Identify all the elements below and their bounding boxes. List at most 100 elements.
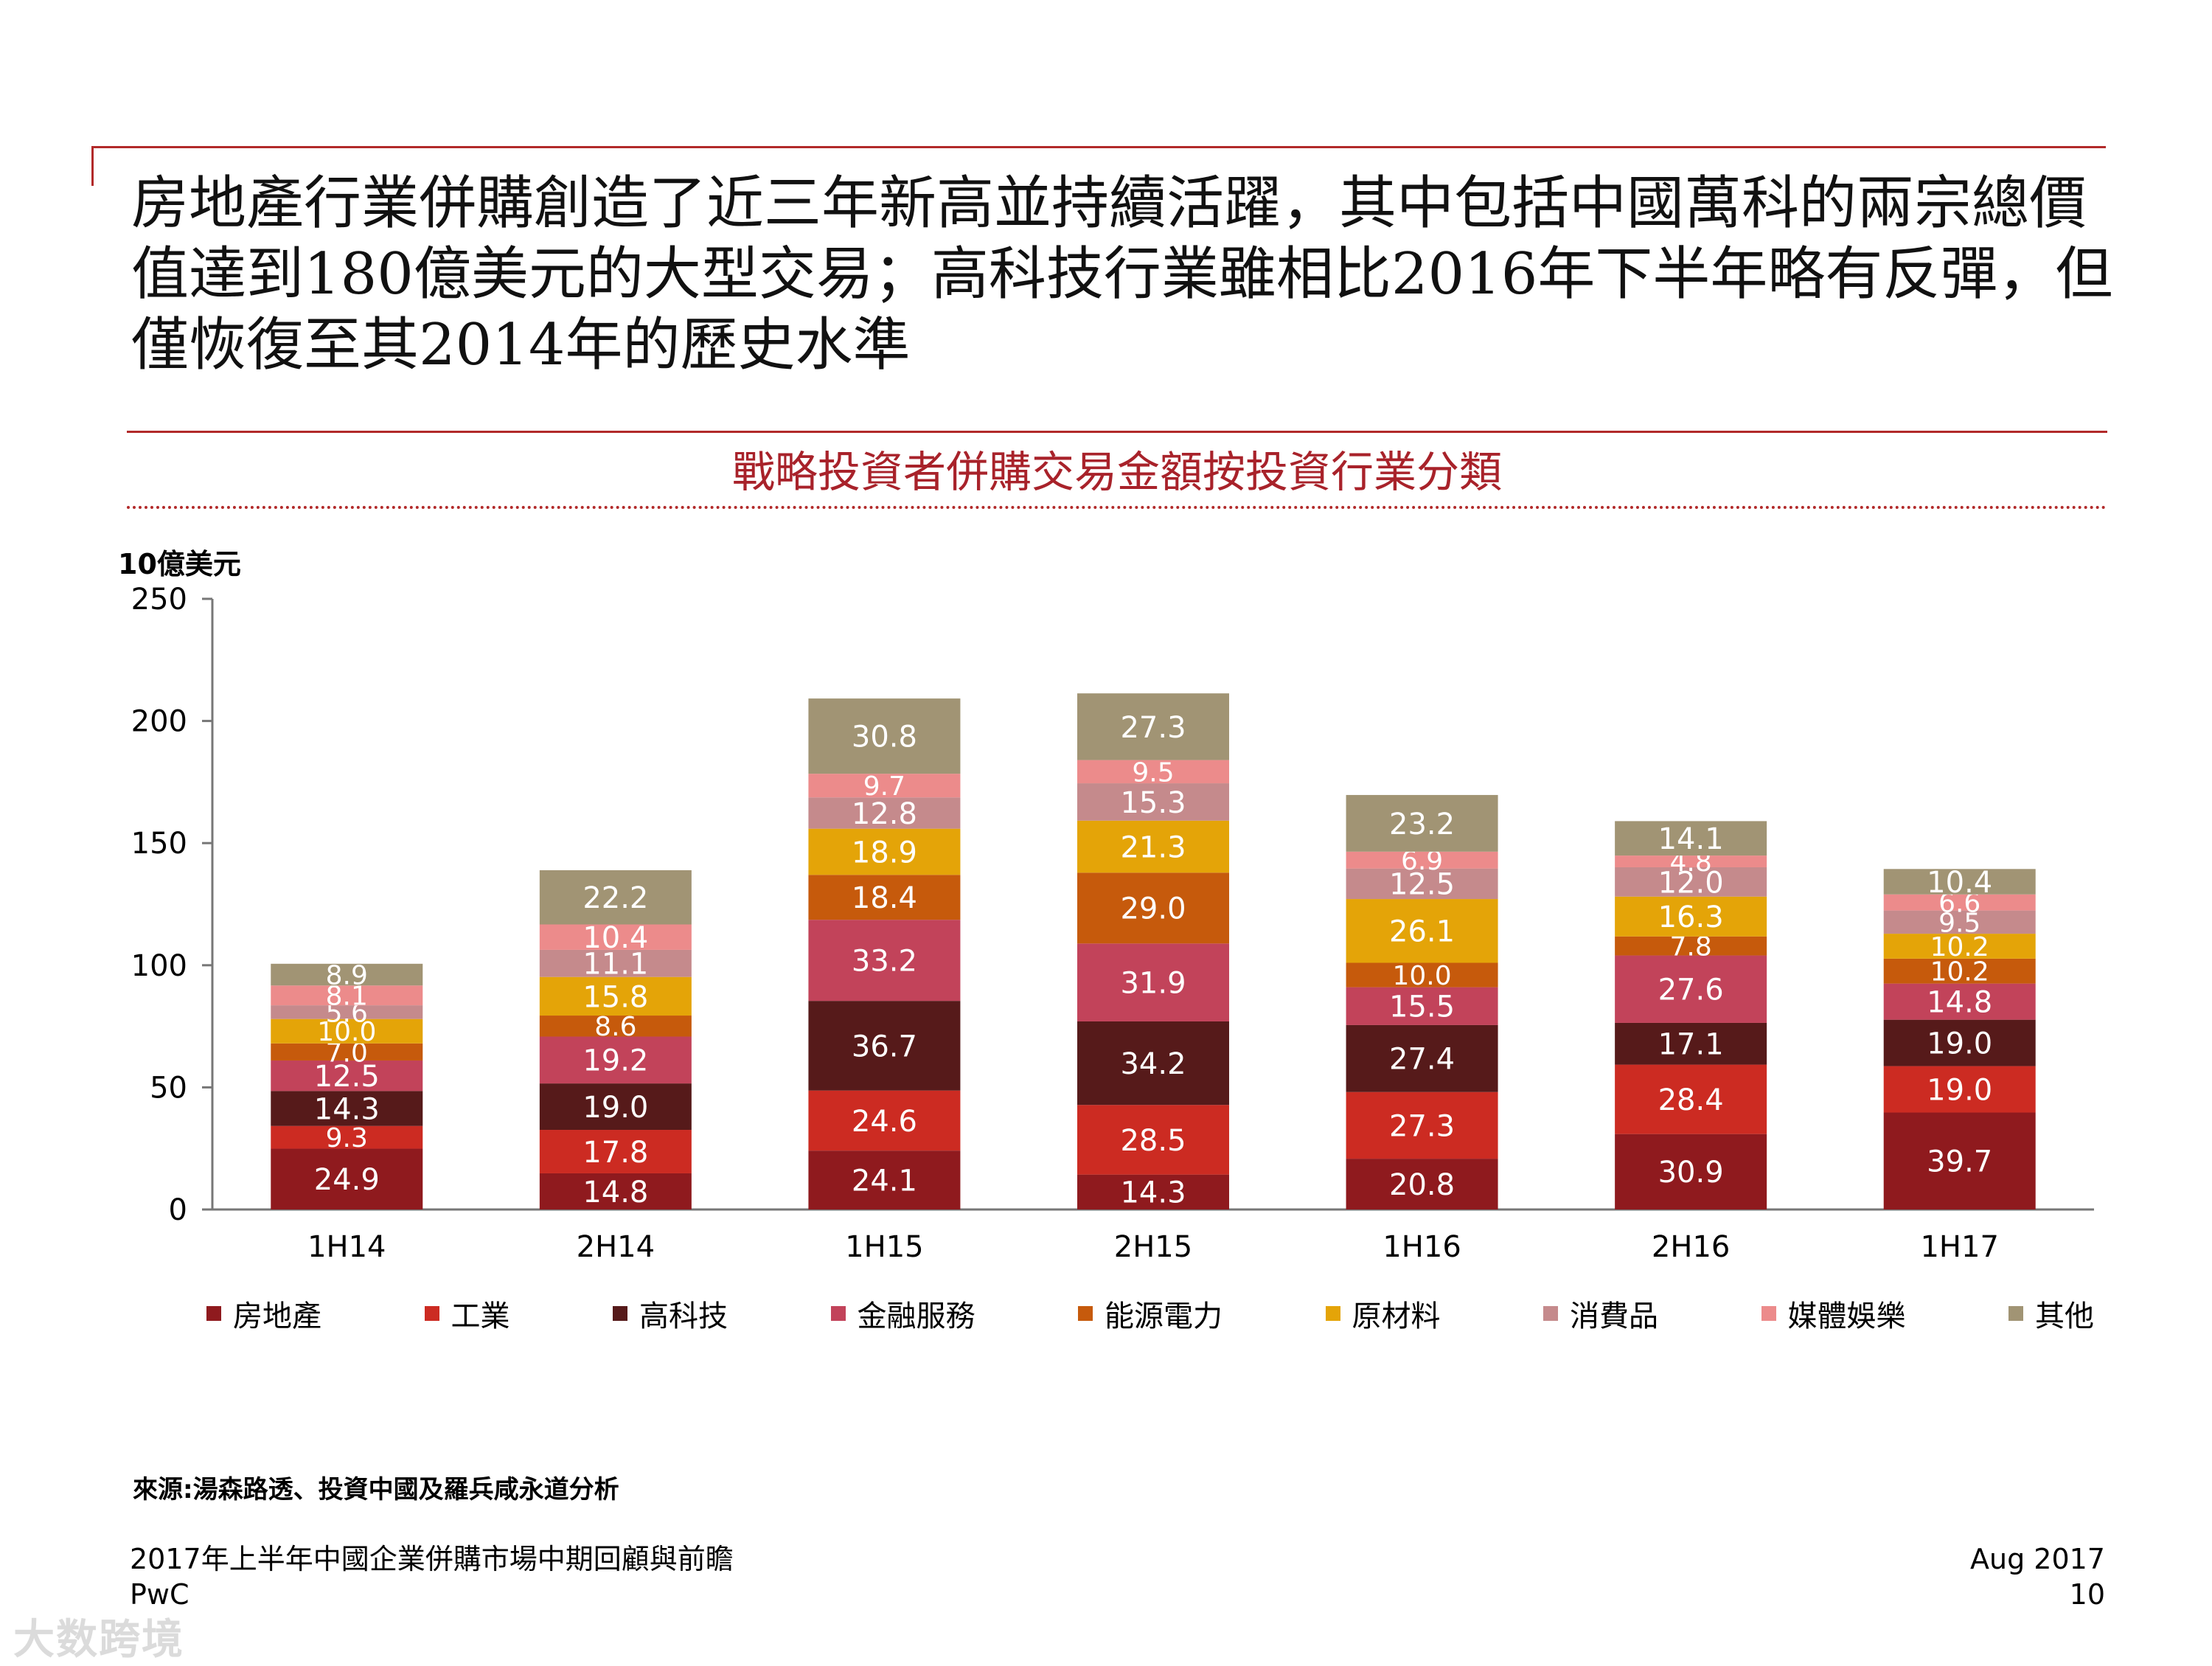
data-label: 12.5 [314, 1060, 380, 1094]
bar-segment [808, 875, 961, 920]
bar-segment [1077, 872, 1229, 944]
bar-segment [1346, 868, 1498, 900]
data-label: 11.1 [582, 948, 648, 982]
data-label: 14.1 [1658, 822, 1724, 856]
x-tick-label: 1H17 [1920, 1230, 1998, 1264]
data-label: 9.3 [326, 1123, 368, 1153]
legend-label: 原材料 [1352, 1299, 1441, 1333]
data-label: 18.4 [852, 881, 917, 915]
watermark-logo: 大数跨境 [13, 1616, 184, 1664]
bar-segment [808, 828, 961, 875]
bar-segment [1346, 1024, 1498, 1092]
data-label: 12.8 [852, 797, 917, 831]
bar-segment [1615, 855, 1767, 867]
bar-segment [539, 1130, 692, 1173]
x-tick-label: 1H16 [1382, 1230, 1461, 1264]
chart-top-rule [127, 431, 2107, 433]
legend-swatch [206, 1306, 221, 1321]
data-label: 9.7 [863, 771, 905, 802]
bar-segment [271, 1125, 423, 1149]
data-label: 15.3 [1120, 786, 1186, 820]
bar-segment [1077, 1174, 1229, 1209]
bar-segment [1615, 896, 1767, 937]
bar-segment [1346, 962, 1498, 988]
bar-segment [1615, 867, 1767, 897]
data-label: 27.6 [1658, 973, 1724, 1007]
bar-segment [808, 797, 961, 829]
data-label: 19.0 [1927, 1073, 1992, 1107]
data-label: 24.9 [314, 1163, 380, 1197]
bar-segment [1883, 958, 2036, 984]
top-rule-tick [91, 146, 94, 186]
bar-segment [1883, 910, 2036, 934]
bar-segment [271, 1091, 423, 1126]
bar-segment [1615, 1022, 1767, 1065]
bar-segment [1615, 1064, 1767, 1134]
bar-segment [808, 698, 961, 774]
bar-segment [1077, 760, 1229, 784]
data-label: 19.0 [582, 1091, 648, 1125]
legend-swatch [1078, 1306, 1093, 1321]
bar-segment [808, 774, 961, 798]
legend-item: 高科技 [613, 1292, 728, 1335]
legend-swatch [2008, 1306, 2023, 1321]
data-label: 21.3 [1120, 830, 1186, 864]
data-label: 17.8 [582, 1136, 648, 1170]
chart-title: 戰略投資者併購交易金額按投資行業分類 [731, 447, 1502, 497]
data-label: 27.3 [1389, 1109, 1455, 1143]
bar-segment [271, 1005, 423, 1019]
footer-org: PwC [130, 1578, 189, 1611]
data-label: 10.4 [582, 921, 648, 955]
bar-segment [1883, 1066, 2036, 1113]
bar-segment [1883, 1019, 2036, 1066]
bar-segment [1346, 851, 1498, 869]
footer-report-title: 2017年上半年中國企業併購市場中期回顧與前瞻 [130, 1543, 734, 1575]
data-label: 10.2 [1930, 932, 1989, 962]
bar-segment [1346, 899, 1498, 963]
data-label: 10.0 [1392, 961, 1451, 991]
y-tick-label: 100 [131, 949, 187, 983]
bar-segment [1346, 1091, 1498, 1159]
legend-swatch [1543, 1306, 1558, 1321]
y-tick-label: 150 [131, 827, 187, 861]
top-rule [91, 146, 2106, 148]
data-label: 10.2 [1930, 957, 1989, 988]
bar-segment [1077, 1105, 1229, 1175]
data-label: 22.2 [582, 881, 648, 915]
bar-segment [1615, 1134, 1767, 1209]
bar-segment [539, 949, 692, 977]
bar-segment [1883, 934, 2036, 959]
data-label: 24.6 [852, 1105, 917, 1139]
stacked-bar-chart: 05010015020025024.99.314.312.57.010.05.6… [131, 583, 2094, 1264]
footer-page-number: 10 [2069, 1578, 2105, 1611]
data-label: 15.8 [582, 980, 648, 1014]
footer-date: Aug 2017 [1970, 1543, 2105, 1575]
bar-segment [808, 1090, 961, 1151]
bar-segment [539, 1083, 692, 1131]
bar-segment [808, 1150, 961, 1209]
data-label: 14.8 [1927, 986, 1992, 1020]
data-label: 29.0 [1120, 892, 1186, 926]
footer-right: Aug 2017 10 [1970, 1541, 2105, 1612]
legend-swatch [830, 1306, 846, 1321]
data-label: 28.5 [1120, 1124, 1186, 1158]
bar-segment [1883, 869, 2036, 895]
source-note: 來源:湯森路透、投資中國及羅兵咸永道分析 [133, 1475, 619, 1504]
data-label: 8.1 [326, 982, 368, 1012]
bar-segment [1077, 820, 1229, 873]
x-tick-label: 2H15 [1114, 1230, 1192, 1264]
data-label: 33.2 [852, 945, 917, 979]
bar-segment [1883, 983, 2036, 1020]
bar-segment [271, 1043, 423, 1061]
data-label: 15.5 [1389, 990, 1455, 1024]
legend-item: 其他 [2008, 1292, 2094, 1335]
legend-item: 媒體娛樂 [1761, 1292, 1906, 1335]
y-tick-label: 0 [169, 1193, 187, 1227]
legend-label: 其他 [2035, 1299, 2094, 1333]
bar-segment [271, 963, 423, 986]
bar-segment [1615, 955, 1767, 1023]
bar-segment [539, 1016, 692, 1037]
legend-label: 金融服務 [857, 1299, 975, 1333]
x-tick-label: 1H15 [845, 1230, 923, 1264]
x-tick-label: 2H14 [577, 1230, 655, 1264]
